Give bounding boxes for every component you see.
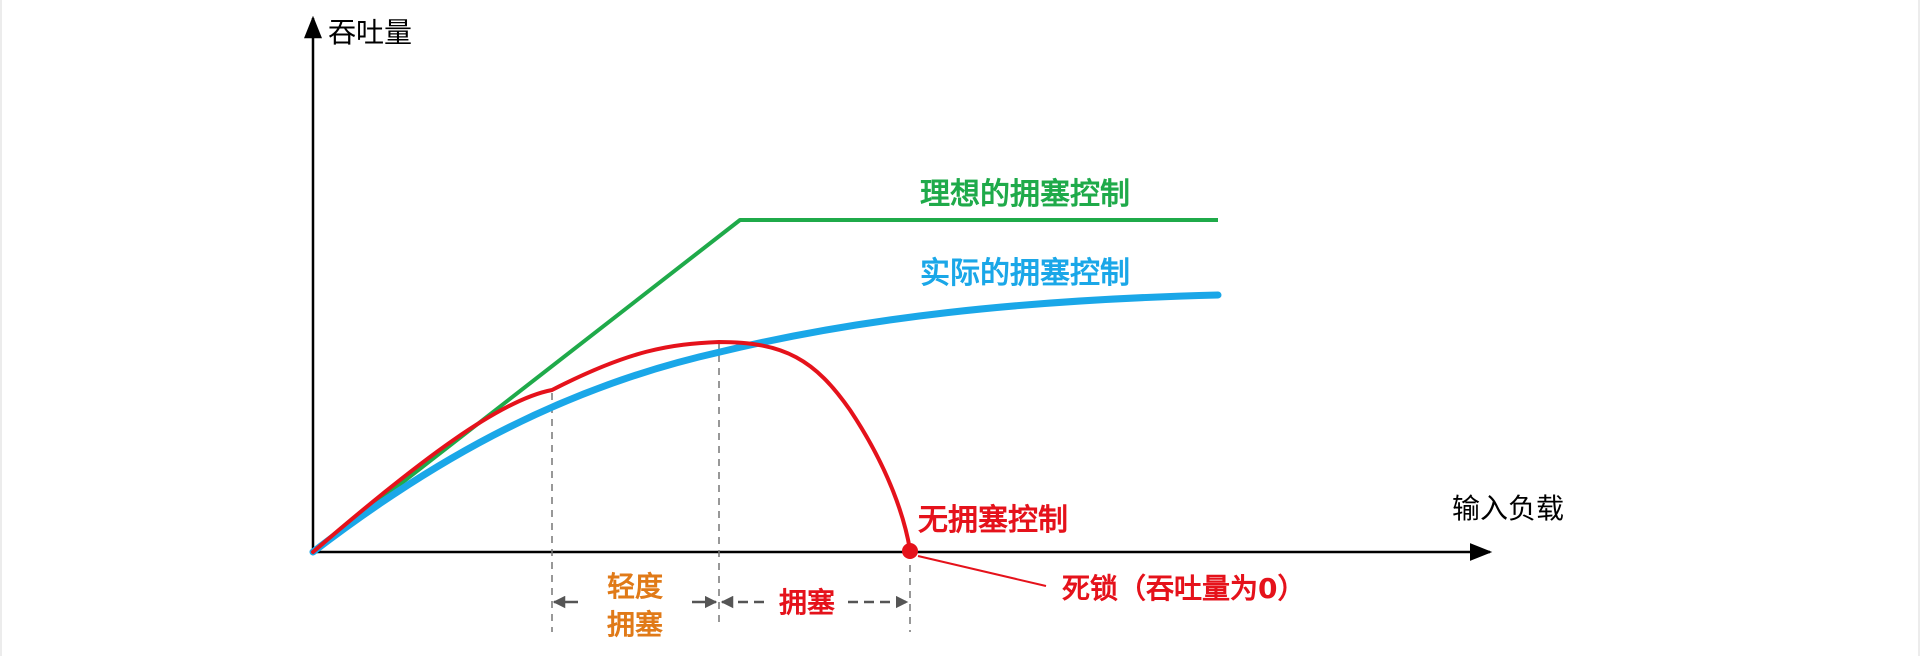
light-congestion-label-line2: 拥塞 (607, 608, 663, 641)
deadlock-pointer-line (917, 555, 1047, 587)
congestion-label: 拥塞 (779, 586, 835, 619)
left-edge-line (0, 0, 2, 656)
ideal-congestion-control-curve (311, 218, 1218, 554)
deadlock-point (902, 543, 918, 559)
no-control-curve-label: 无拥塞控制 (918, 503, 1068, 538)
no-congestion-control-curve (311, 339, 912, 554)
light-congestion-label-line1: 轻度 (607, 570, 663, 603)
deadlock-label: 死锁（吞吐量为0） (1062, 572, 1305, 605)
actual-curve-label: 实际的拥塞控制 (920, 256, 1130, 291)
actual-congestion-control-curve (309, 291, 1222, 556)
right-edge-line (1918, 0, 1920, 656)
y-axis-label: 吞吐量 (328, 16, 412, 49)
x-axis-label: 输入负载 (1452, 492, 1564, 525)
ideal-curve-label: 理想的拥塞控制 (920, 177, 1130, 212)
